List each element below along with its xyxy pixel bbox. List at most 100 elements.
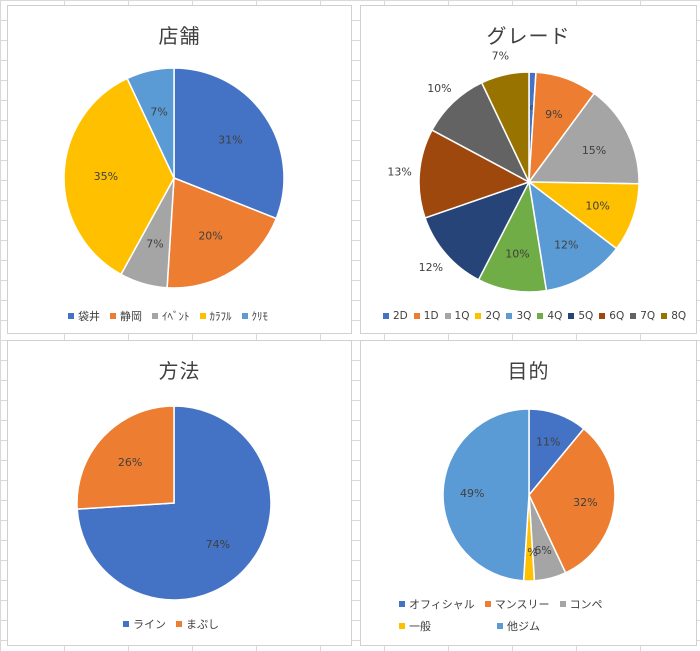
data-label: 31%: [218, 134, 242, 147]
legend-label: 2D: [393, 310, 408, 322]
pie-slice-まぷし: [76, 405, 175, 510]
pie-chart-grade: 1% 9%15%10%12%10%12%13%10%7%: [387, 49, 640, 293]
chart-title: 店舗: [158, 24, 201, 48]
legend-label: 静岡: [120, 310, 142, 323]
legend-label: ｲﾍﾞﾝﾄ: [162, 310, 190, 323]
legend-label: まぷし: [186, 618, 219, 631]
pie-slice-1Q: [527, 92, 640, 185]
legend-item: 袋井: [68, 308, 100, 324]
legend-item: 2Q: [475, 310, 500, 322]
chart-title: 目的: [507, 359, 550, 383]
legend-swatch: [444, 313, 451, 319]
chart-legend: オフィシャル マンスリー コンペ一般 他ジム: [399, 596, 694, 634]
legend-label: 他ジム: [507, 620, 540, 633]
data-label: 32%: [573, 496, 597, 509]
legend-item: マンスリー: [484, 596, 550, 612]
legend-swatch: [559, 601, 566, 607]
pie-chart-method: 74% 26%: [76, 405, 272, 601]
pie-chart-store: 31% 20% 7% 35% 7%: [63, 67, 285, 289]
data-label: 10%: [427, 82, 451, 95]
legend-swatch: [599, 313, 606, 319]
data-label: 7%: [492, 49, 509, 62]
data-label: 13%: [387, 166, 411, 179]
legend-label: マンスリー: [494, 598, 550, 611]
legend-item: ｶﾗﾌﾙ: [199, 308, 232, 324]
legend-item: まぷし: [176, 616, 219, 632]
chart-panel-purpose: 目的 11% 32% 6% 2% 49% オフィシャル マンスリー コンペ 一般 他ジム: [360, 340, 697, 646]
legend-swatch: [484, 601, 491, 607]
chart-panel-store: 店舗 31% 20% 7% 35% 7% 袋井 静岡 ｲﾍﾞﾝﾄ ｶﾗﾌﾙ ｸﾘﾓ: [7, 5, 352, 334]
chart-title: グレード: [486, 24, 571, 48]
legend-swatch: [399, 623, 405, 629]
data-label: 15%: [582, 144, 606, 157]
pie-slice-8Q: [480, 71, 530, 183]
legend-item: ｲﾍﾞﾝﾄ: [152, 308, 190, 324]
chart-legend: 袋井 静岡 ｲﾍﾞﾝﾄ ｶﾗﾌﾙ ｸﾘﾓ: [68, 308, 348, 324]
legend-swatch: [661, 313, 668, 319]
legend-swatch: [123, 621, 129, 627]
legend-label: 4Q: [547, 310, 563, 322]
legend-item: 7Q: [630, 310, 655, 322]
legend-item: 他ジム: [497, 618, 540, 634]
legend-swatch: [413, 313, 420, 319]
legend-item: 1Q: [444, 310, 469, 322]
legend-item: 4Q: [537, 310, 562, 322]
legend-swatch: [383, 313, 389, 319]
legend-item: 3Q: [506, 310, 531, 322]
legend-swatch: [630, 313, 637, 319]
data-label: 10%: [505, 248, 529, 261]
legend-item: 1D: [413, 310, 439, 322]
pie-slice-5Q: [424, 180, 531, 281]
legend-swatch: [152, 313, 158, 319]
legend-swatch: [568, 313, 575, 319]
legend-swatch: [399, 601, 405, 607]
legend-label: 1D: [423, 310, 439, 322]
legend-label: 2Q: [485, 310, 501, 322]
pie-slice-静岡: [166, 176, 278, 289]
data-label: 6%: [534, 544, 551, 557]
legend-swatch: [110, 313, 116, 319]
legend-swatch: [176, 621, 182, 627]
data-label: 12%: [554, 238, 578, 251]
legend-label: オフィシャル: [409, 598, 475, 611]
data-label: 7%: [146, 237, 163, 250]
data-label: 26%: [118, 456, 142, 469]
pie-chart-purpose: 11%32%6%2%49%: [442, 408, 616, 582]
data-label: 49%: [460, 487, 484, 500]
pie-slice-3Q: [527, 180, 618, 292]
data-label: 20%: [198, 230, 222, 243]
legend-item: 8Q: [661, 310, 686, 322]
chart-title: 方法: [158, 359, 201, 383]
legend-item: 一般: [399, 618, 487, 634]
legend-item: 6Q: [599, 310, 624, 322]
legend-label: ｶﾗﾌﾙ: [209, 310, 232, 323]
legend-swatch: [68, 313, 74, 319]
legend-item: オフィシャル: [399, 596, 475, 612]
pie-slice-他ジム: [442, 408, 530, 582]
legend-label: コンペ: [569, 598, 603, 611]
pie-slice-ｸﾘﾓ: [126, 67, 175, 179]
legend-label: 6Q: [609, 310, 625, 322]
pie-slice-袋井: [173, 67, 285, 220]
chart-panel-grade: グレード 1% 9% 15% 10% 12% 10% 12% 13% 10% 7% 2D 1D 1Q 2…: [360, 5, 697, 334]
data-label: 9%: [545, 108, 562, 121]
data-label: 7%: [150, 105, 167, 118]
legend-label: 5Q: [578, 310, 594, 322]
chart-legend: ライン まぷし: [123, 616, 323, 632]
pie-slice-マンスリー: [528, 427, 616, 574]
legend-label: 3Q: [516, 310, 532, 322]
legend-swatch: [537, 313, 544, 319]
pie-slice-6Q: [418, 129, 531, 219]
legend-swatch: [475, 313, 482, 319]
data-label: 74%: [206, 538, 230, 551]
chart-legend: 2D 1D 1Q 2Q 3Q 4Q 5Q 6Q 7Q 8Q: [383, 310, 695, 322]
legend-item: 2D: [383, 310, 408, 322]
legend-item: ライン: [123, 616, 166, 632]
pie-slice-ｶﾗﾌﾙ: [63, 77, 175, 276]
legend-item: ｸﾘﾓ: [241, 308, 268, 324]
legend-swatch: [506, 313, 513, 319]
legend-label: 一般: [409, 620, 431, 633]
legend-item: 5Q: [568, 310, 593, 322]
legend-swatch: [199, 313, 206, 319]
data-label: 35%: [94, 170, 118, 183]
